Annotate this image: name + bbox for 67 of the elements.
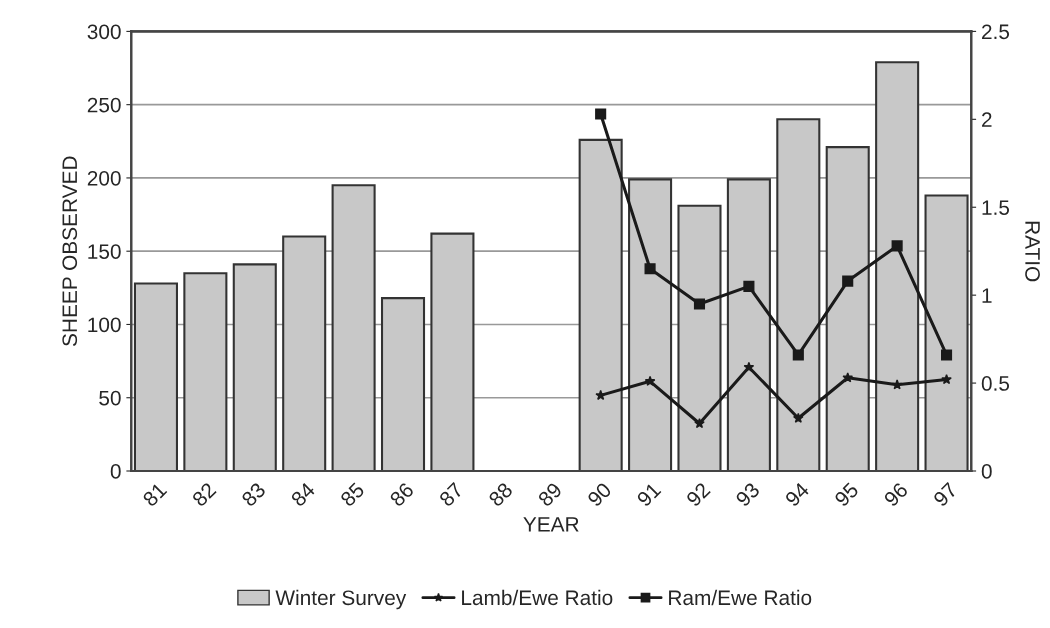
point — [693, 298, 706, 310]
y-tick-label: 100 — [88, 317, 121, 333]
point — [595, 389, 606, 401]
y-tick-label: 300 — [87, 24, 121, 40]
bar — [825, 146, 870, 471]
bar — [331, 184, 376, 471]
x-axis-title: YEAR — [523, 517, 579, 532]
y2-tick-label: 2.5 — [982, 24, 1010, 40]
bar — [677, 204, 722, 471]
x-tick-label: 91 — [636, 481, 662, 508]
x-tick-label: 94 — [784, 481, 811, 508]
y2-tick-label: 2 — [982, 112, 992, 127]
point — [842, 275, 854, 287]
point — [644, 375, 656, 386]
bar — [875, 61, 920, 471]
x-tick-label: 93 — [734, 481, 761, 508]
y-tick-label: 250 — [87, 97, 121, 113]
point — [595, 108, 607, 120]
point — [792, 412, 804, 423]
point — [743, 361, 755, 372]
legend-label: Ram/Ewe Ratio — [669, 589, 812, 606]
point — [743, 280, 755, 292]
bar — [578, 138, 623, 471]
point — [891, 379, 903, 390]
y-tick-label: 150 — [88, 244, 121, 259]
x-tick-label: 90 — [586, 481, 613, 508]
y2-tick-label: 1 — [982, 288, 992, 303]
bar — [133, 282, 178, 471]
x-tick-label: 82 — [191, 481, 217, 508]
point — [941, 374, 952, 385]
y-tick-label: 200 — [87, 170, 121, 186]
bar — [232, 263, 277, 471]
point — [940, 349, 953, 361]
bar — [924, 194, 969, 471]
point — [891, 240, 903, 252]
y-axis-title: SHEEP OBSERVED — [62, 156, 78, 346]
bar — [776, 118, 821, 471]
y-tick-label: 50 — [99, 390, 121, 406]
bar — [628, 178, 673, 471]
x-tick-label: 95 — [833, 481, 860, 508]
x-tick-label: 87 — [438, 481, 464, 508]
y2-tick-label: 0.5 — [981, 376, 1010, 391]
x-tick-label: 81 — [141, 481, 168, 508]
y2-tick-label: 1.5 — [982, 200, 1010, 215]
y2-tick-label: 0 — [981, 464, 992, 479]
x-tick-label: 84 — [290, 481, 316, 508]
legend-label: Winter Survey — [275, 589, 407, 610]
point — [842, 372, 854, 383]
x-tick-label: 97 — [932, 481, 958, 508]
y-tick-label: 0 — [110, 464, 121, 479]
point — [644, 263, 656, 275]
bar — [183, 272, 228, 471]
x-tick-label: 86 — [388, 481, 415, 508]
bar — [726, 178, 771, 471]
x-tick-label: 92 — [685, 481, 711, 508]
x-tick-label: 83 — [240, 481, 267, 508]
y2-axis-title: RATIO — [1025, 221, 1040, 282]
x-tick-label: 85 — [339, 481, 366, 508]
legend-label: Lamb/Ewe Ratio — [462, 589, 613, 606]
point — [792, 349, 804, 361]
bar — [430, 232, 475, 471]
x-tick-label: 89 — [537, 481, 563, 508]
bar — [282, 235, 327, 471]
x-tick-label: 96 — [883, 481, 909, 508]
point — [694, 417, 705, 429]
x-tick-label: 88 — [487, 481, 514, 508]
bar — [380, 297, 426, 471]
